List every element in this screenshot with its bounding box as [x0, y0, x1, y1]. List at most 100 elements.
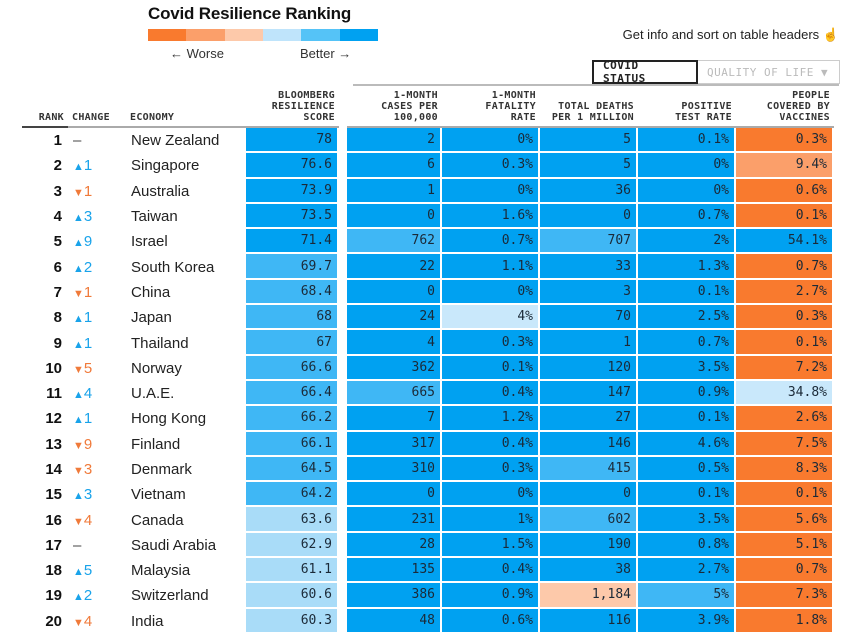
positive-cell: 2.7%: [638, 558, 736, 584]
score-cell: 68: [246, 305, 339, 331]
gap-cell: [339, 609, 347, 634]
info-text-label: Get info and sort on table headers: [622, 27, 820, 42]
header-economy[interactable]: ECONOMY: [126, 90, 246, 128]
cases-cell: 48: [347, 608, 442, 634]
table-row[interactable]: 16 ▼4 Canada 63.6 231 1% 602 3.5% 5.6%: [22, 507, 834, 533]
header-fatality-label: 1-MONTH FATALITY RATE: [485, 90, 536, 123]
table-row[interactable]: 3 ▼1 Australia 73.9 1 0% 36 0% 0.6%: [22, 178, 834, 204]
fatality-cell: 1.2%: [442, 406, 540, 432]
economy-cell: Switzerland: [131, 587, 209, 605]
table-row[interactable]: 15 ▲3 Vietnam 64.2 0 0% 0 0.1% 0.1%: [22, 482, 834, 508]
score-cell: 66.6: [246, 355, 339, 381]
vaccines-cell: 0.3%: [736, 128, 834, 154]
table-row[interactable]: 8 ▲1 Japan 68 24 4% 70 2.5% 0.3%: [22, 305, 834, 331]
positive-cell: 0%: [638, 153, 736, 179]
header-rank[interactable]: RANK: [22, 90, 68, 128]
rank-cell: 3: [53, 182, 62, 200]
vaccines-cell: 7.2%: [736, 355, 834, 381]
deaths-cell: 5: [540, 153, 638, 179]
change-cell: ▼9: [68, 432, 126, 457]
change-value: 9: [83, 233, 93, 251]
positive-cell: 0.9%: [638, 380, 736, 407]
table-row[interactable]: 9 ▲1 Thailand 67 4 0.3% 1 0.7% 0.1%: [22, 330, 834, 356]
vaccines-cell: 5.6%: [736, 507, 834, 533]
cases-cell: 665: [347, 380, 442, 407]
change-value: –: [73, 536, 82, 554]
change-cell: ▲2: [68, 254, 126, 279]
gap-cell: [339, 406, 347, 431]
fatality-cell: 0.3%: [442, 153, 540, 179]
down-triangle-icon: ▼: [73, 287, 84, 300]
header-change[interactable]: CHANGE: [68, 90, 126, 128]
rank-cell: 10: [45, 359, 62, 377]
deaths-cell: 27: [540, 406, 638, 432]
tab-quality-of-life[interactable]: QUALITY OF LIFE ▼: [698, 60, 840, 84]
change-value: 4: [83, 385, 93, 403]
deaths-cell: 36: [540, 178, 638, 204]
legend-swatch: [148, 29, 187, 41]
table-row[interactable]: 20 ▼4 India 60.3 48 0.6% 116 3.9% 1.8%: [22, 608, 834, 634]
gap-cell: [339, 533, 347, 558]
header-deaths[interactable]: TOTAL DEATHS PER 1 MILLION: [540, 90, 638, 128]
change-value: 9: [83, 435, 93, 453]
positive-cell: 0.1%: [638, 128, 736, 154]
cases-cell: 762: [347, 229, 442, 255]
change-cell: ▲9: [68, 229, 126, 254]
fatality-cell: 4%: [442, 305, 540, 331]
cases-cell: 22: [347, 254, 442, 280]
positive-cell: 3.5%: [638, 507, 736, 533]
header-cases[interactable]: 1-MONTH CASES PER 100,000: [347, 90, 442, 128]
fatality-cell: 0.3%: [442, 456, 540, 483]
positive-cell: 0.7%: [638, 203, 736, 230]
economy-cell: U.A.E.: [131, 385, 175, 403]
header-vaccines[interactable]: PEOPLE COVERED BY VACCINES: [736, 90, 834, 128]
fatality-cell: 0.4%: [442, 558, 540, 584]
change-value: 1: [83, 334, 93, 352]
table-row[interactable]: 10 ▼5 Norway 66.6 362 0.1% 120 3.5% 7.2%: [22, 355, 834, 381]
gap-cell: [339, 507, 347, 532]
change-cell: –: [68, 533, 126, 558]
score-cell: 67: [246, 330, 339, 356]
header-score[interactable]: BLOOMBERG RESILIENCE SCORE: [246, 90, 339, 128]
score-cell: 64.2: [246, 482, 339, 508]
table-row[interactable]: 14 ▼3 Denmark 64.5 310 0.3% 415 0.5% 8.3%: [22, 456, 834, 483]
positive-cell: 0.1%: [638, 406, 736, 432]
positive-cell: 0%: [638, 178, 736, 204]
gap-cell: [339, 330, 347, 355]
tab-covid-status[interactable]: COVID STATUS: [592, 59, 698, 85]
table-row[interactable]: 19 ▲2 Switzerland 60.6 386 0.9% 1,184 5% 7.3%: [22, 583, 834, 609]
deaths-cell: 5: [540, 128, 638, 154]
score-cell: 60.6: [246, 583, 339, 609]
change-value: 1: [83, 157, 93, 175]
change-cell: ▼4: [68, 507, 126, 532]
vaccines-cell: 2.6%: [736, 406, 834, 432]
score-cell: 78: [246, 128, 339, 154]
gap-cell: [339, 153, 347, 178]
table-row[interactable]: 7 ▼1 China 68.4 0 0% 3 0.1% 2.7%: [22, 279, 834, 306]
legend-worse-label: ← Worse: [170, 46, 224, 61]
table-row[interactable]: 5 ▲9 Israel 71.4 762 0.7% 707 2% 54.1%: [22, 229, 834, 255]
table-row[interactable]: 1– New Zealand 78 2 0% 5 0.1% 0.3%: [22, 128, 834, 154]
rank-cell: 9: [53, 334, 62, 352]
table-row[interactable]: 4 ▲3 Taiwan 73.5 0 1.6% 0 0.7% 0.1%: [22, 203, 834, 230]
rank-cell: 15: [45, 486, 62, 504]
table-row[interactable]: 12 ▲1 Hong Kong 66.2 7 1.2% 27 0.1% 2.6%: [22, 406, 834, 432]
table-row[interactable]: 6 ▲2 South Korea 69.7 22 1.1% 33 1.3% 0.7%: [22, 254, 834, 280]
change-value: 3: [83, 486, 93, 504]
table-row[interactable]: 11 ▲4 U.A.E. 66.4 665 0.4% 147 0.9% 34.8%: [22, 380, 834, 407]
change-value: 5: [83, 359, 93, 377]
table-row[interactable]: 13 ▼9 Finland 66.1 317 0.4% 146 4.6% 7.5%: [22, 431, 834, 457]
table-row[interactable]: 18 ▲5 Malaysia 61.1 135 0.4% 38 2.7% 0.7%: [22, 558, 834, 584]
table-row[interactable]: 17– Saudi Arabia 62.9 28 1.5% 190 0.8% 5.1%: [22, 532, 834, 559]
deaths-cell: 415: [540, 456, 638, 483]
economy-cell: Finland: [131, 435, 181, 453]
up-triangle-icon: ▲: [73, 262, 84, 275]
fatality-cell: 0.6%: [442, 608, 540, 634]
score-cell: 62.9: [246, 532, 339, 559]
table-row[interactable]: 2 ▲1 Singapore 76.6 6 0.3% 5 0% 9.4%: [22, 153, 834, 179]
score-cell: 61.1: [246, 558, 339, 584]
header-positive[interactable]: POSITIVE TEST RATE: [638, 90, 736, 128]
header-fatality[interactable]: 1-MONTH FATALITY RATE: [442, 90, 540, 128]
score-cell: 68.4: [246, 279, 339, 306]
vaccines-cell: 8.3%: [736, 456, 834, 483]
